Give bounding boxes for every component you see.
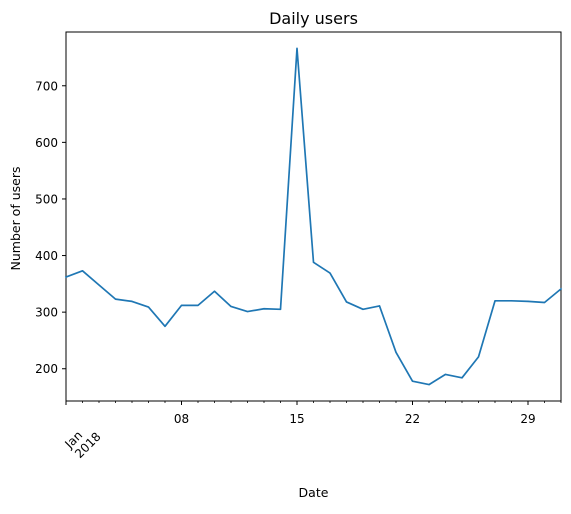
x-tick-label: 08 — [174, 412, 189, 426]
chart-title: Daily users — [269, 9, 358, 28]
x-tick-label: 29 — [520, 412, 535, 426]
plot-area — [65, 31, 562, 402]
x-tick-label: 15 — [289, 412, 304, 426]
data-point — [312, 261, 314, 263]
data-point — [345, 301, 347, 303]
data-point — [230, 305, 232, 307]
data-point — [263, 308, 265, 310]
data-point — [527, 300, 529, 302]
data-point — [428, 383, 430, 385]
plot-frame — [65, 31, 562, 402]
data-point — [246, 310, 248, 312]
series-line — [64, 47, 563, 386]
data-point — [131, 300, 133, 302]
data-point — [543, 301, 545, 303]
y-tick-label: 700 — [35, 79, 58, 93]
y-tick-label: 600 — [35, 136, 58, 150]
data-point — [279, 308, 281, 310]
y-tick-label: 300 — [35, 306, 58, 320]
data-point — [197, 304, 199, 306]
x-axis: Jan2018 08 15 22 29 — [62, 401, 562, 462]
y-tick-label: 200 — [35, 362, 58, 376]
data-point — [362, 308, 364, 310]
data-point — [477, 356, 479, 358]
series-group — [64, 47, 563, 386]
data-point — [560, 288, 562, 290]
x-tick-label: 22 — [405, 412, 420, 426]
y-axis: 200 300 400 500 600 700 — [35, 79, 66, 376]
x-axis-label: Date — [299, 485, 329, 500]
y-axis-label: Number of users — [8, 167, 23, 271]
y-tick-label: 500 — [35, 192, 58, 206]
data-point — [81, 270, 83, 272]
x-tick-label: Jan2018 — [62, 420, 104, 462]
data-point — [213, 290, 215, 292]
data-point — [296, 47, 298, 49]
data-point — [329, 272, 331, 274]
data-point — [494, 300, 496, 302]
data-point — [164, 325, 166, 327]
data-point — [147, 306, 149, 308]
y-tick-label: 400 — [35, 249, 58, 263]
data-point — [180, 304, 182, 306]
data-point — [65, 276, 67, 278]
data-point — [395, 351, 397, 353]
data-point — [98, 284, 100, 286]
data-point — [461, 377, 463, 379]
data-point — [444, 373, 446, 375]
data-point — [411, 380, 413, 382]
data-point — [510, 300, 512, 302]
data-point — [378, 305, 380, 307]
data-point — [114, 298, 116, 300]
